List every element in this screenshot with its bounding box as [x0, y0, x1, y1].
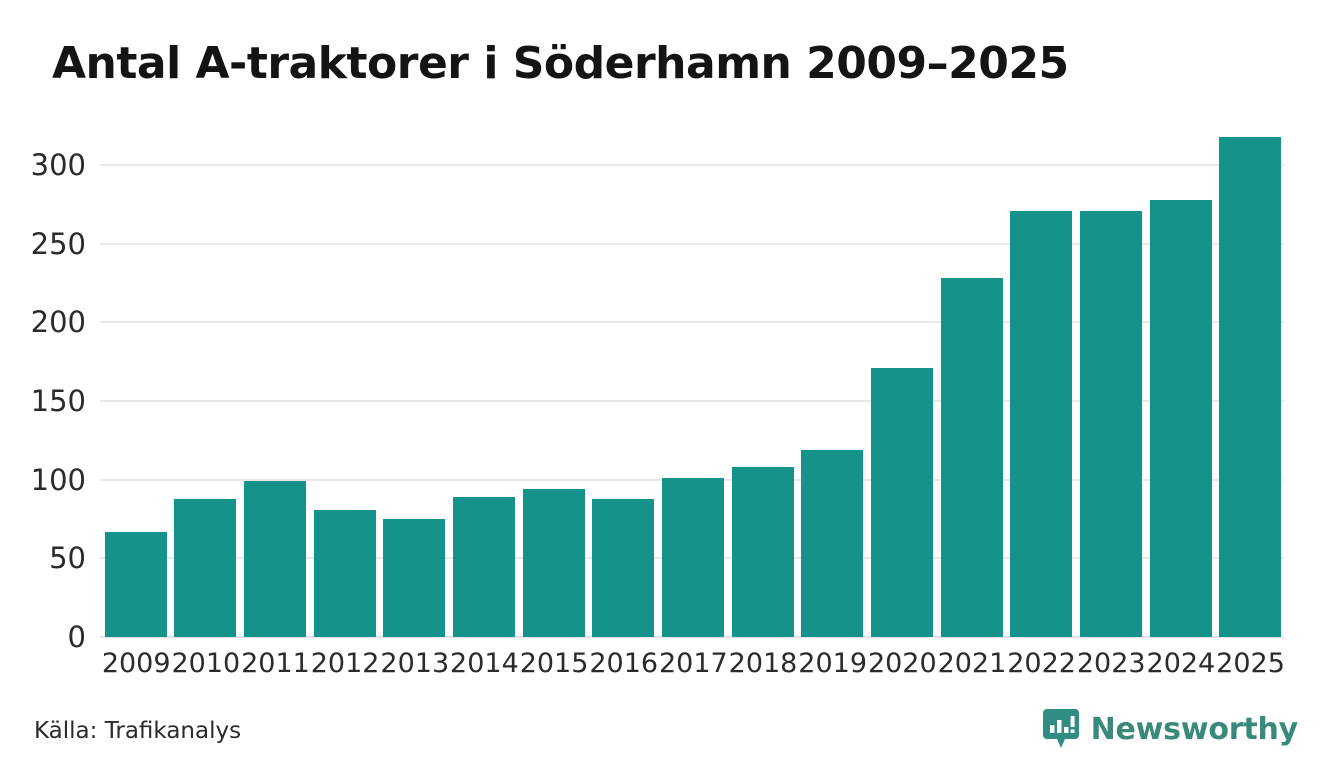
x-tick-label-2019: 2019 — [798, 648, 867, 679]
x-tick-label-2024: 2024 — [1146, 648, 1216, 679]
chart-plot-area — [100, 136, 1284, 638]
x-tick-label-2011: 2011 — [241, 648, 310, 679]
x-tick-label-2012: 2012 — [310, 648, 380, 679]
newsworthy-logo[interactable]: Newsworthy — [1042, 708, 1298, 750]
y-tick-label: 300 — [30, 148, 86, 182]
bar-2017[interactable] — [662, 478, 724, 637]
x-tick-label-2021: 2021 — [937, 648, 1007, 679]
x-tick-label-2017: 2017 — [659, 648, 728, 679]
x-tick-label-2010: 2010 — [171, 648, 241, 679]
gridline — [100, 242, 1284, 245]
bar-2023[interactable] — [1079, 210, 1142, 637]
gridline — [100, 400, 1284, 402]
y-tick-label: 250 — [30, 226, 86, 261]
bar-2009[interactable] — [104, 531, 167, 637]
gridline — [100, 321, 1284, 324]
bar-2016[interactable] — [592, 498, 655, 637]
x-tick-label-2018: 2018 — [728, 648, 798, 679]
x-tick-label-2022: 2022 — [1007, 648, 1076, 679]
x-axis: 2009 2010 2011 2012 2013 2014 2015 2016 2017 2018… — [100, 648, 1285, 692]
y-tick-label: 100 — [30, 462, 86, 497]
bar-2025[interactable] — [1219, 136, 1282, 637]
bar-2014[interactable] — [453, 496, 516, 637]
brand-name-label: Newsworthy — [1090, 711, 1299, 747]
x-tick-label-2014: 2014 — [450, 648, 519, 679]
x-tick-label-2016: 2016 — [589, 648, 659, 679]
x-tick-label-2023: 2023 — [1076, 648, 1146, 679]
bar-chart-bubble-icon — [1042, 709, 1079, 748]
bar-2015[interactable] — [522, 489, 585, 637]
x-tick-label-2009: 2009 — [101, 648, 171, 679]
x-tick-label-2013: 2013 — [380, 648, 450, 679]
bar-2019[interactable] — [801, 449, 864, 637]
bar-series — [100, 136, 1284, 637]
bar-2020[interactable] — [870, 367, 933, 637]
y-tick-label: 50 — [49, 541, 86, 576]
bar-2022[interactable] — [1010, 210, 1073, 637]
y-tick-label: 0 — [67, 620, 86, 654]
page-title: Antal A-traktorer i Söderhamn 2009–2025 — [52, 38, 1069, 89]
bar-2010[interactable] — [174, 498, 237, 637]
gridline — [100, 164, 1284, 166]
bar-2021[interactable] — [940, 278, 1003, 637]
y-tick-label: 200 — [30, 305, 86, 340]
x-tick-label-2020: 2020 — [867, 648, 937, 679]
bar-2024[interactable] — [1149, 199, 1212, 637]
bar-2018[interactable] — [731, 467, 794, 637]
bar-2012[interactable] — [313, 509, 376, 637]
gridline — [100, 636, 1284, 638]
y-tick-label: 150 — [30, 384, 86, 418]
source-note: Källa: Trafikanalys — [34, 718, 242, 744]
bar-2011[interactable] — [244, 481, 307, 637]
x-tick-label-2025: 2025 — [1216, 648, 1285, 679]
x-tick-label-2015: 2015 — [519, 648, 589, 679]
bar-2013[interactable] — [383, 519, 446, 637]
